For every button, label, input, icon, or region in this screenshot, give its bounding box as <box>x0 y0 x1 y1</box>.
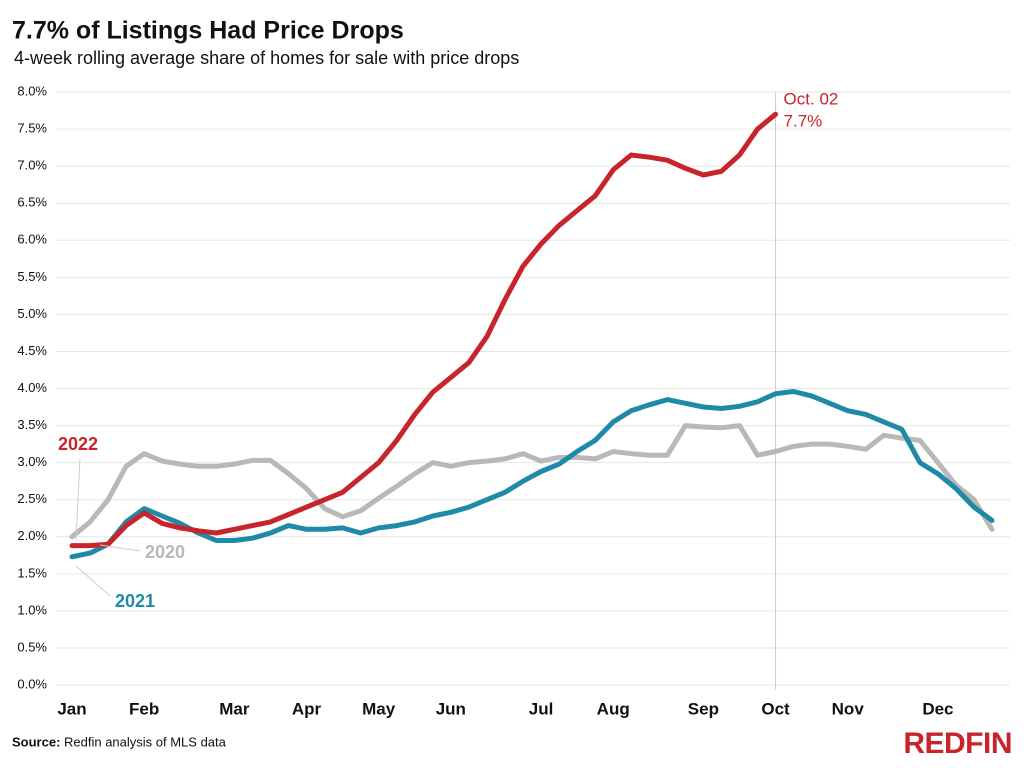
label-leader <box>99 544 141 552</box>
annotation: Oct. 02 <box>784 89 839 108</box>
x-tick-label: Jul <box>529 699 554 718</box>
x-tick-label: Oct <box>761 699 790 718</box>
y-tick-label: 2.5% <box>17 491 47 506</box>
grid <box>56 91 1010 690</box>
x-tick-label: Mar <box>219 699 250 718</box>
logo: REDFIN <box>903 727 1012 760</box>
chart-subtitle: 4-week rolling average share of homes fo… <box>14 48 519 68</box>
value-label: 7.7% <box>784 111 823 130</box>
y-tick-label: 0.0% <box>17 676 47 691</box>
y-tick-label: 7.0% <box>17 158 47 173</box>
y-tick-label: 7.5% <box>17 121 47 136</box>
y-tick-label: 6.0% <box>17 232 47 247</box>
y-tick-label: 8.0% <box>17 83 47 98</box>
label-leader <box>75 565 111 597</box>
y-tick-label: 1.0% <box>17 602 47 617</box>
series-line <box>69 389 995 560</box>
x-tick-label: Apr <box>292 699 322 718</box>
series-label: 2022 <box>58 434 98 454</box>
y-tick-label: 6.5% <box>17 195 47 210</box>
y-tick-label: 3.5% <box>17 417 47 432</box>
y-tick-label: 4.5% <box>17 343 47 358</box>
x-tick-label: Jan <box>57 699 86 718</box>
x-tick-label: Jun <box>436 699 466 718</box>
y-tick-label: 1.5% <box>17 565 47 580</box>
y-tick-label: 5.0% <box>17 306 47 321</box>
y-tick-label: 2.0% <box>17 528 47 543</box>
series-label: 2021 <box>115 591 155 611</box>
x-tick-label: Nov <box>832 699 865 718</box>
y-tick-label: 3.0% <box>17 454 47 469</box>
y-tick-label: 0.5% <box>17 639 47 654</box>
series-line <box>69 111 779 549</box>
source: Redfin analysis of MLS data <box>64 734 227 749</box>
x-tick-label: Sep <box>688 699 719 718</box>
x-tick-label: May <box>362 699 396 718</box>
lines <box>69 111 995 560</box>
y-tick-label: 5.5% <box>17 269 47 284</box>
x-tick-label: Aug <box>597 699 630 718</box>
series-label: 2020 <box>145 542 185 562</box>
x-tick-label: Feb <box>129 699 159 718</box>
label-leader <box>75 457 81 541</box>
x-tick-label: Dec <box>922 699 953 718</box>
series-line <box>69 423 995 540</box>
chart-title: 7.7% of Listings Had Price Drops <box>12 17 404 45</box>
source-label: Source: <box>12 734 60 749</box>
y-tick-label: 4.0% <box>17 380 47 395</box>
